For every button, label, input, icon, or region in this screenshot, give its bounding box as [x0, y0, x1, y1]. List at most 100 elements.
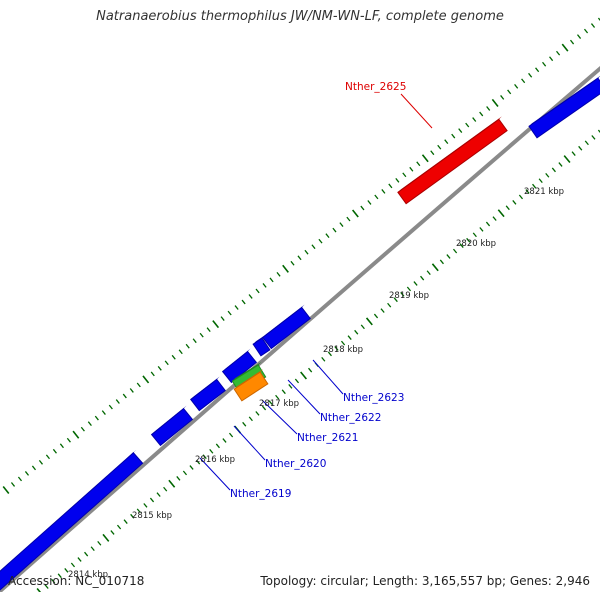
outer-tick — [311, 244, 316, 250]
gene-label[interactable]: Nther_2623 — [343, 392, 404, 404]
inner-tick — [261, 405, 267, 411]
outer-tick — [556, 50, 561, 56]
gene-label-connector — [312, 359, 344, 395]
outer-tick — [262, 283, 267, 288]
tick-label: 2815 kbp — [132, 511, 172, 521]
outer-tick — [472, 117, 477, 122]
inner-tick — [51, 578, 56, 584]
inner-tick — [228, 432, 234, 438]
outer-tick — [583, 28, 589, 34]
outer-tick — [597, 17, 600, 22]
inner-tick — [294, 378, 300, 384]
gene-label[interactable]: Nther_2620 — [265, 458, 326, 470]
inner-tick — [571, 151, 576, 156]
outer-tick — [45, 454, 50, 460]
gene-block-right — [528, 77, 600, 139]
outer-tick — [108, 404, 113, 410]
outer-tick — [164, 360, 169, 366]
tick-labels: 2814 kbp 2815 kbp 2816 kbp 2817 kbp 2818 kbp… — [68, 187, 564, 580]
outer-tick — [421, 154, 429, 163]
gene-features — [0, 75, 600, 591]
outer-tick — [290, 260, 295, 266]
gene-label[interactable]: Nther_2625 — [345, 81, 406, 93]
gene-label-connector — [400, 93, 433, 129]
inner-tick — [97, 540, 102, 546]
inner-tick — [288, 384, 293, 389]
inner-tick — [275, 394, 280, 400]
outer-tick — [206, 327, 211, 333]
outer-tick — [491, 98, 499, 107]
inner-tick — [176, 476, 181, 481]
outer-tick — [2, 485, 10, 495]
gene-block-nther-2620-top — [151, 405, 187, 435]
inner-tick — [57, 573, 62, 579]
outer-tick — [80, 426, 85, 432]
outer-tick — [17, 476, 23, 482]
outer-tick — [87, 421, 92, 427]
gene-label-connector — [233, 425, 266, 461]
inner-tick — [485, 221, 491, 227]
gene-label-connector — [261, 399, 298, 435]
outer-tick — [367, 200, 372, 205]
outer-tick — [255, 288, 260, 294]
outer-tick — [171, 354, 176, 360]
accession-text: Accession: NC_010718 — [8, 574, 145, 588]
outer-tick-marks — [2, 17, 600, 495]
inner-tick — [334, 346, 339, 351]
inner-tick — [505, 205, 510, 211]
outer-tick — [212, 320, 220, 329]
gene-block-orange-top — [234, 369, 264, 390]
inner-tick — [479, 227, 484, 232]
inner-tick — [497, 209, 505, 218]
gene-label[interactable]: Nther_2622 — [320, 412, 381, 424]
inner-tick — [400, 292, 405, 297]
inner-tick — [413, 281, 418, 286]
inner-tick — [439, 259, 444, 265]
inner-tick — [525, 189, 530, 194]
outer-tick — [381, 189, 386, 194]
outer-tick — [507, 89, 512, 95]
inner-tick — [149, 497, 155, 503]
inner-tick — [143, 503, 148, 508]
gene-label[interactable]: Nther_2619 — [230, 488, 291, 500]
outer-tick — [304, 249, 309, 255]
gene-block-nther-2625-top — [397, 116, 502, 193]
inner-tick — [347, 335, 352, 340]
outer-tick — [282, 264, 289, 273]
outer-tick — [220, 316, 225, 321]
outer-tick — [458, 128, 463, 133]
topology-info: Topology: circular; Length: 3,165,557 bp… — [260, 574, 590, 588]
gene-labels: Nther_2625 Nther_2623 Nther_2622 Nther_2621… — [230, 81, 406, 500]
outer-tick — [227, 310, 232, 316]
outer-tick — [451, 133, 456, 139]
inner-tick — [182, 470, 188, 476]
inner-tick — [393, 297, 398, 303]
inner-tick — [420, 275, 425, 281]
outer-tick — [101, 410, 106, 415]
gene-block-green-top — [232, 362, 262, 382]
gene-block-nther-2621-top — [190, 376, 220, 400]
inner-tick — [518, 194, 524, 200]
outer-tick — [416, 161, 421, 167]
inner-tick — [136, 508, 141, 514]
inner-tick — [90, 546, 95, 552]
inner-tick — [431, 263, 439, 272]
inner-tick — [459, 243, 464, 248]
outer-tick — [374, 194, 379, 200]
outer-tick — [24, 471, 30, 476]
tick-label: 2818 kbp — [323, 345, 363, 355]
inner-tick — [300, 371, 308, 380]
outer-tick — [234, 305, 239, 310]
outer-tick — [269, 277, 274, 283]
gene-label[interactable]: Nther_2621 — [297, 432, 358, 444]
outer-tick — [178, 349, 183, 355]
outer-tick — [500, 95, 505, 100]
outer-tick — [521, 78, 526, 84]
outer-tick — [402, 172, 407, 178]
outer-tick — [157, 365, 162, 371]
outer-tick — [561, 43, 569, 52]
outer-tick — [276, 271, 281, 277]
outer-tick — [351, 209, 359, 218]
inner-tick — [163, 486, 168, 492]
